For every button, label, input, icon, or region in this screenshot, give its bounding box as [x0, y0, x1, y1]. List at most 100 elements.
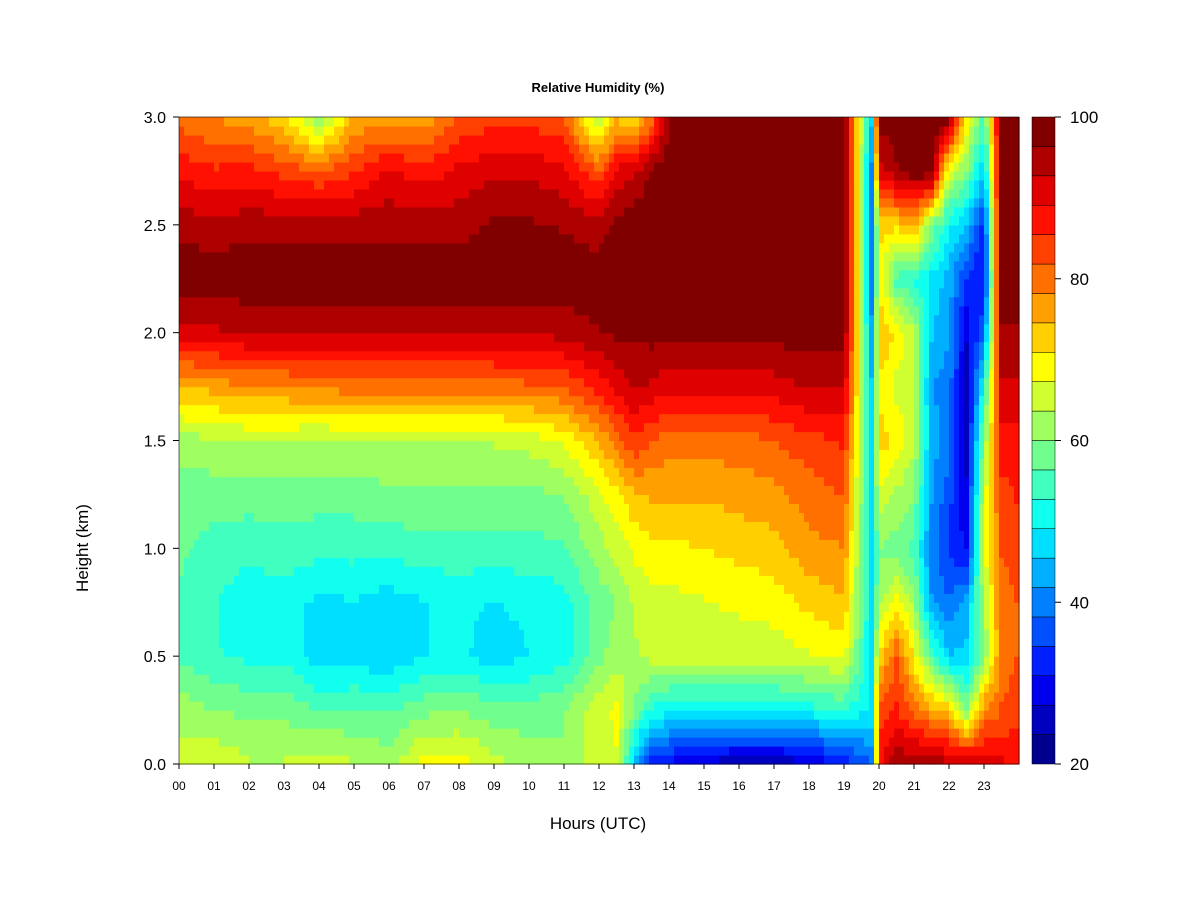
heatmap-cell	[469, 611, 475, 621]
heatmap-cell	[479, 332, 485, 343]
heatmap-cell	[224, 305, 230, 316]
heatmap-cell	[509, 638, 515, 648]
heatmap-cell	[274, 665, 280, 675]
heatmap-cell	[394, 503, 400, 513]
heatmap-cell	[449, 458, 455, 469]
heatmap-cell	[329, 377, 335, 388]
heatmap-cell	[444, 386, 450, 397]
heatmap-cell	[464, 260, 470, 271]
heatmap-cell	[344, 485, 350, 496]
heatmap-cell	[384, 395, 390, 406]
heatmap-cell	[299, 161, 305, 172]
heatmap-cell	[229, 179, 235, 190]
heatmap-cell	[454, 233, 460, 244]
heatmap-cell	[424, 341, 430, 352]
heatmap-cell	[334, 188, 340, 199]
heatmap-cell	[324, 242, 330, 253]
heatmap-cell	[349, 188, 355, 199]
heatmap-cell	[194, 566, 200, 576]
heatmap-cell	[199, 539, 205, 549]
heatmap-cell	[354, 278, 360, 289]
heatmap-cell	[279, 638, 285, 648]
heatmap-cell	[194, 314, 200, 325]
heatmap-cell	[249, 728, 255, 738]
heatmap-cell	[239, 728, 245, 738]
heatmap-cell	[284, 620, 290, 630]
heatmap-cell	[254, 134, 260, 145]
heatmap-cell	[374, 188, 380, 199]
heatmap-cell	[239, 197, 245, 208]
heatmap-cell	[274, 161, 280, 172]
heatmap-cell	[424, 377, 430, 388]
heatmap-cell	[219, 647, 225, 657]
heatmap-cell	[454, 656, 460, 666]
heatmap-cell	[499, 656, 505, 666]
heatmap-cell	[209, 728, 215, 738]
heatmap-cell	[209, 413, 215, 424]
heatmap-cell	[479, 476, 485, 487]
heatmap-cell	[199, 323, 205, 334]
heatmap-cell	[199, 117, 205, 127]
heatmap-cell	[229, 224, 235, 235]
heatmap-cell	[419, 674, 425, 684]
heatmap-cell	[284, 359, 290, 370]
heatmap-cell	[274, 728, 280, 738]
heatmap-cell	[344, 269, 350, 280]
heatmap-cell	[424, 746, 430, 756]
heatmap-cell	[319, 521, 325, 531]
heatmap-cell	[504, 125, 510, 136]
heatmap-cell	[269, 269, 275, 280]
heatmap-cell	[179, 566, 185, 576]
heatmap-cell	[404, 278, 410, 289]
heatmap-cell	[494, 296, 500, 307]
heatmap-cell	[239, 638, 245, 648]
heatmap-cell	[269, 323, 275, 334]
heatmap-cell	[304, 431, 310, 442]
heatmap-cell	[514, 134, 520, 145]
heatmap-cell	[499, 377, 505, 388]
heatmap-cell	[479, 683, 485, 693]
heatmap-cell	[339, 134, 345, 145]
heatmap-cell	[519, 386, 525, 397]
heatmap-cell	[414, 638, 420, 648]
heatmap-cell	[354, 467, 360, 478]
heatmap-cell	[214, 485, 220, 496]
heatmap-cell	[349, 539, 355, 549]
heatmap-cell	[359, 260, 365, 271]
heatmap-cell	[469, 719, 475, 729]
heatmap-cell	[454, 746, 460, 756]
heatmap-cell	[484, 161, 490, 172]
heatmap-cell	[269, 314, 275, 325]
heatmap-cell	[434, 206, 440, 217]
heatmap-cell	[359, 242, 365, 253]
heatmap-cell	[204, 485, 210, 496]
heatmap-cell	[494, 350, 500, 361]
heatmap-cell	[424, 350, 430, 361]
heatmap-cell	[299, 278, 305, 289]
heatmap-cell	[504, 728, 510, 738]
heatmap-cell	[439, 134, 445, 145]
heatmap-cell	[454, 350, 460, 361]
heatmap-cell	[214, 476, 220, 487]
heatmap-cell	[504, 566, 510, 576]
heatmap-cell	[224, 296, 230, 307]
heatmap-cell	[354, 620, 360, 630]
heatmap-cell	[504, 692, 510, 702]
heatmap-cell	[304, 377, 310, 388]
heatmap-cell	[384, 611, 390, 621]
heatmap-cell	[399, 458, 405, 469]
heatmap-cell	[269, 188, 275, 199]
heatmap-cell	[374, 476, 380, 487]
heatmap-cell	[304, 665, 310, 675]
heatmap-cell	[359, 278, 365, 289]
heatmap-cell	[199, 341, 205, 352]
heatmap-cell	[264, 584, 270, 594]
heatmap-cell	[334, 206, 340, 217]
heatmap-cell	[429, 719, 435, 729]
heatmap-cell	[359, 305, 365, 316]
heatmap-cell	[429, 647, 435, 657]
heatmap-cell	[464, 557, 470, 567]
heatmap-cell	[389, 503, 395, 513]
heatmap-cell	[289, 197, 295, 208]
heatmap-cell	[329, 224, 335, 235]
